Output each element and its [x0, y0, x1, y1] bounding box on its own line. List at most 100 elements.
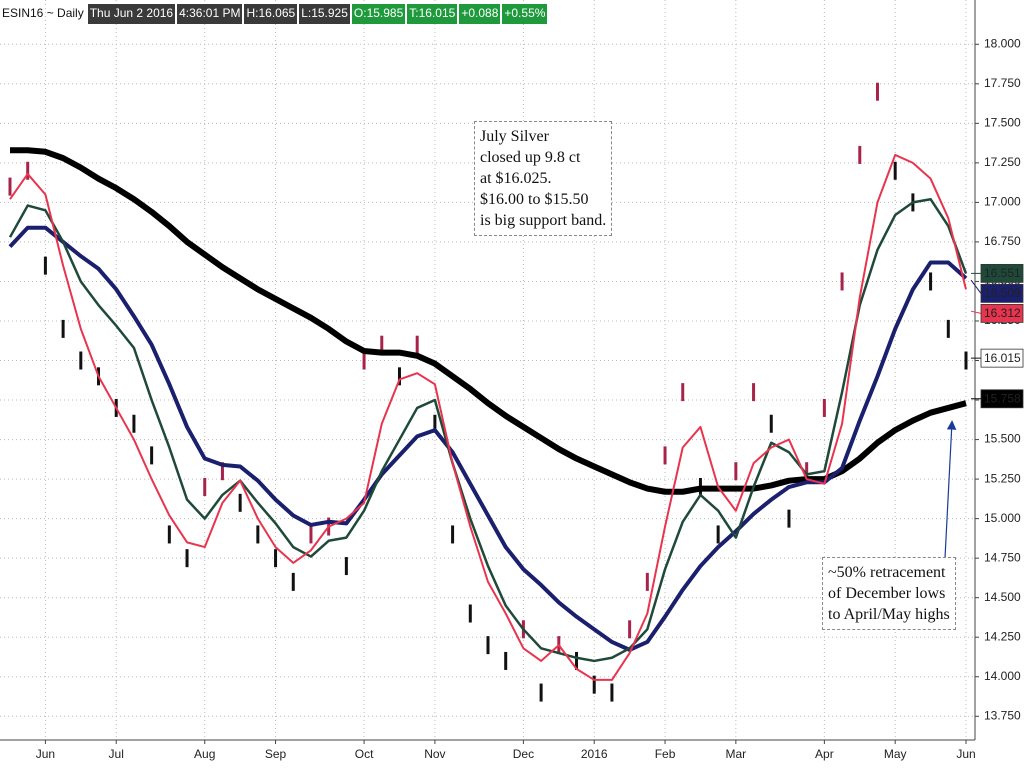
last-value-box	[980, 389, 1024, 409]
price-bar	[504, 651, 508, 670]
last-connector	[970, 310, 982, 314]
price-bar	[238, 493, 242, 512]
annotation: July Silver closed up 9.8 ct at $16.025. $1…	[474, 121, 613, 236]
x-tick-label: Nov	[424, 747, 445, 761]
price-bar	[150, 446, 154, 465]
y-tick-label: 16.750	[984, 234, 1021, 248]
open: O:15.985	[351, 4, 406, 24]
x-tick-label: Feb	[655, 747, 676, 761]
x-tick-label: May	[884, 747, 907, 761]
y-tick-label: 18.000	[984, 36, 1021, 50]
high: H:16.065	[244, 4, 298, 24]
y-tick-label: 17.000	[984, 195, 1021, 209]
y-tick-label: 17.500	[984, 116, 1021, 130]
x-tick-label: Aug	[194, 747, 215, 761]
price-bar	[645, 572, 649, 591]
price-bar	[344, 557, 348, 576]
x-tick-label: 2016	[581, 747, 608, 761]
price-bar	[79, 351, 83, 370]
price-bar	[840, 272, 844, 291]
moving-average	[8, 225, 968, 652]
price-bar	[628, 620, 632, 639]
price-bar	[167, 525, 171, 544]
annotation-line: of December lows	[828, 585, 946, 602]
price-bar	[451, 525, 455, 544]
header: ESIN16 ~ Daily Thu Jun 2 2016 4:36:01 PM…	[0, 4, 548, 24]
price-bar	[752, 383, 756, 402]
x-tick-label: Jul	[109, 747, 124, 761]
price-bar	[734, 462, 738, 481]
price-bar	[132, 414, 136, 433]
annotation-line: July Silver	[480, 128, 549, 145]
price-bar	[610, 683, 614, 702]
x-tick-label: Jun	[956, 747, 975, 761]
y-tick-label: 17.250	[984, 155, 1021, 169]
y-tick-label: 15.500	[984, 432, 1021, 446]
price-bar	[805, 462, 809, 481]
price-bar	[663, 446, 667, 465]
y-tick-label: 13.750	[984, 708, 1021, 722]
x-tick-label: Sep	[265, 747, 287, 761]
annotation-line: to April/May highs	[828, 606, 950, 623]
marks	[8, 82, 968, 702]
axis-labels: 13.750 14.000 14.250 14.500 14.750 15.000 15.2…	[36, 36, 1024, 761]
price-bar	[26, 161, 30, 180]
x-tick-label: Jun	[36, 747, 55, 761]
price-bar	[291, 572, 295, 591]
date: Thu Jun 2 2016	[87, 4, 176, 24]
y-tick-label: 15.000	[984, 511, 1021, 525]
price-bar	[203, 478, 207, 497]
price-bar	[433, 414, 437, 433]
last-value-label: 16.015	[984, 351, 1021, 365]
price-bar	[8, 177, 12, 196]
price-bar	[256, 525, 260, 544]
price-bar	[769, 414, 773, 433]
moving-average	[9, 153, 967, 681]
price-bar	[875, 82, 879, 101]
annotation-line: closed up 9.8 ct	[480, 149, 581, 166]
annotation: ~50% retracement of December lows to April…	[822, 557, 956, 630]
price-bar	[575, 651, 579, 670]
price-bar	[274, 549, 278, 568]
symbol: ESIN16 ~ Daily	[2, 6, 84, 20]
last-value-box	[980, 348, 1024, 368]
x-tick-label: Dec	[513, 747, 534, 761]
last: T:16.015	[407, 4, 458, 24]
x-tick-label: Oct	[355, 747, 374, 761]
price-bar	[681, 383, 685, 402]
last-value-label: 15.758	[984, 391, 1021, 405]
low: L:15.925	[299, 4, 350, 24]
price-bar	[964, 351, 968, 370]
annotation-line: $16.00 to $15.50	[480, 191, 589, 208]
price-bar	[539, 683, 543, 702]
price-bar	[486, 636, 490, 655]
y-tick-label: 14.750	[984, 550, 1021, 564]
change: +0.088	[459, 4, 501, 24]
last-value-label: 16.551	[984, 266, 1021, 280]
change-pct: +0.55%	[502, 4, 548, 24]
price-bar	[929, 272, 933, 291]
last-connector	[970, 279, 982, 294]
price-bar	[716, 525, 720, 544]
price-bar	[309, 525, 313, 544]
price-bar	[787, 509, 791, 528]
price-bar	[592, 675, 596, 694]
price-bar	[468, 604, 472, 623]
last-value-label: 16.509	[984, 286, 1021, 300]
annotation-line: ~50% retracement	[828, 564, 946, 581]
price-bar	[185, 549, 189, 568]
price-bar	[362, 351, 366, 370]
last-value-label: 16.312	[984, 306, 1021, 320]
x-tick-label: Apr	[815, 747, 834, 761]
arrow	[944, 420, 957, 559]
price-bar	[858, 145, 862, 164]
price-bar	[893, 161, 897, 180]
y-tick-label: 15.250	[984, 471, 1021, 485]
y-tick-label: 14.000	[984, 669, 1021, 683]
price-bar	[43, 256, 47, 275]
last-value-box	[980, 303, 1024, 323]
price-bar	[220, 462, 224, 481]
last-value-box	[980, 263, 1024, 283]
price-bar	[61, 319, 65, 338]
